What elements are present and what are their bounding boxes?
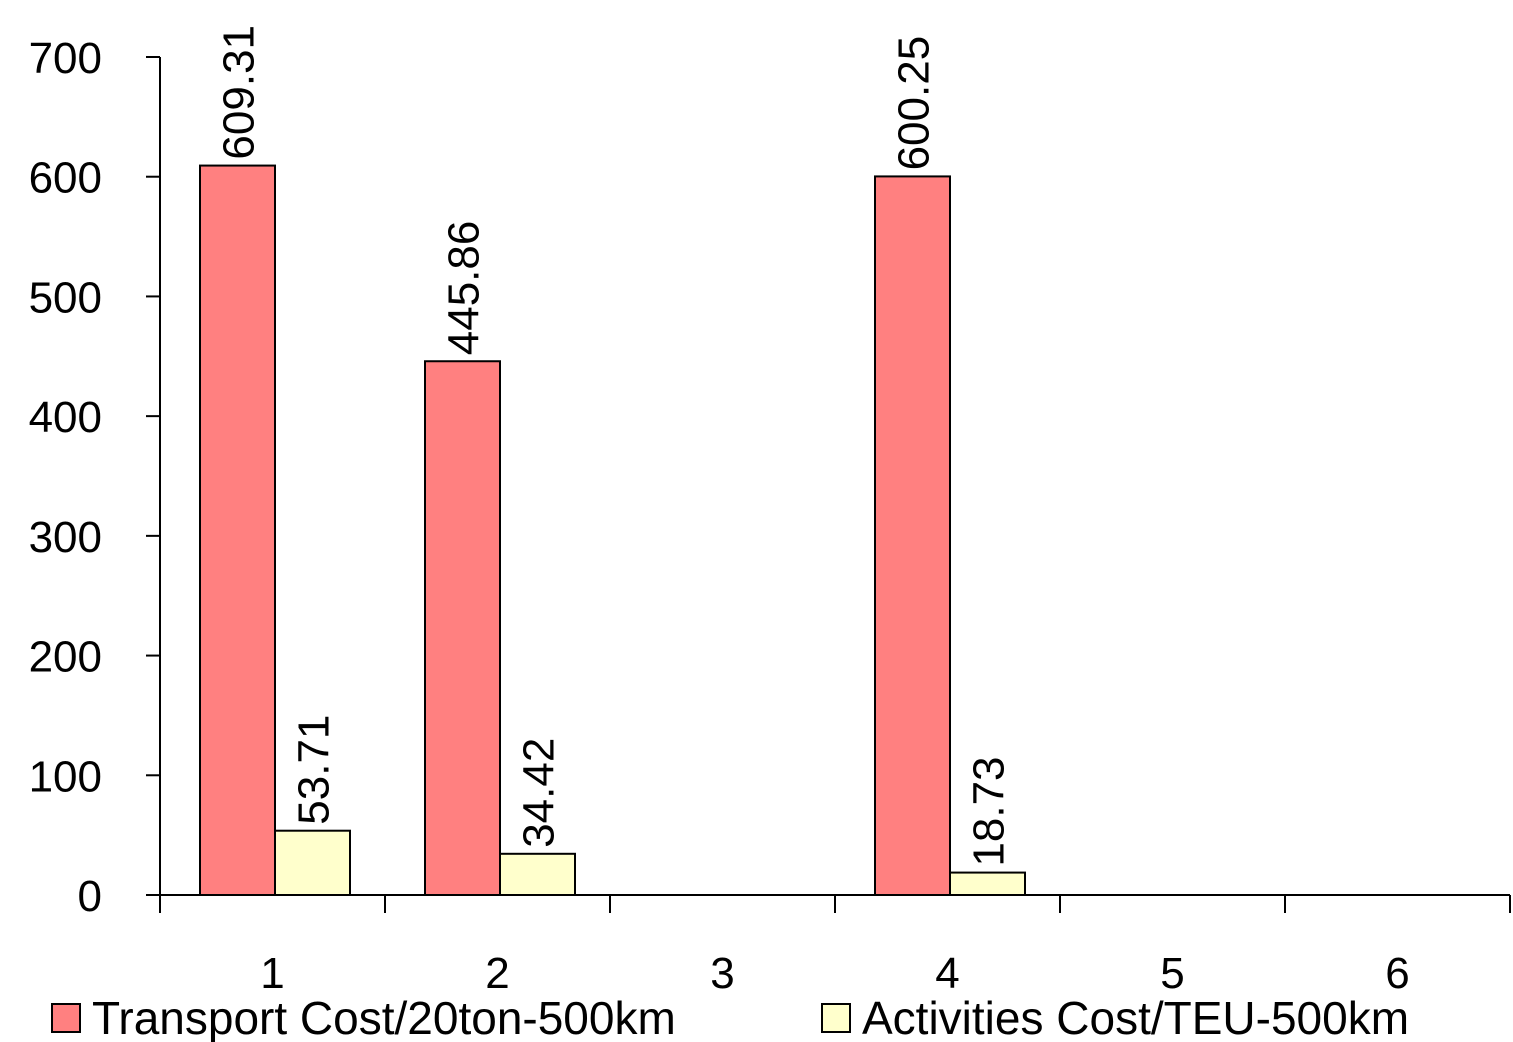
x-tick-label: 5 xyxy=(1160,949,1184,998)
data-labels-group: 609.31 53.71 445.86 34.42 600.25 18.73 xyxy=(215,25,1014,867)
y-tick-label: 0 xyxy=(78,872,102,921)
x-tick-label: 1 xyxy=(260,949,284,998)
bar-series-2-cat-1 xyxy=(274,829,351,897)
legend: Transport Cost/20ton-500km Activities Cos… xyxy=(51,992,1409,1042)
data-label-series-2-cat-4: 18.73 xyxy=(965,756,1014,866)
data-label-series-1-cat-2: 445.86 xyxy=(440,221,489,356)
x-tick-label: 2 xyxy=(485,949,509,998)
x-axis: 1 2 3 4 5 6 xyxy=(159,894,1511,998)
bars-group xyxy=(199,164,1026,897)
x-tick-label: 6 xyxy=(1385,949,1409,998)
y-tick-label: 300 xyxy=(29,513,102,562)
y-tick-label: 700 xyxy=(29,34,102,83)
y-tick-label: 500 xyxy=(29,273,102,322)
y-axis: 0 100 200 300 400 500 600 700 xyxy=(29,34,161,921)
x-tick-label: 4 xyxy=(935,949,959,998)
x-tick-label: 3 xyxy=(710,949,734,998)
bar-series-1-cat-1 xyxy=(199,164,276,896)
data-label-series-1-cat-1: 609.31 xyxy=(215,25,264,160)
legend-label-2: Activities Cost/TEU-500km xyxy=(862,992,1409,1042)
bar-series-1-cat-4 xyxy=(874,175,951,897)
y-tick-label: 600 xyxy=(29,154,102,203)
bar-series-2-cat-4 xyxy=(949,871,1026,896)
legend-swatch-1 xyxy=(51,1003,81,1033)
bar-series-2-cat-2 xyxy=(499,852,576,897)
y-tick-label: 100 xyxy=(29,752,102,801)
data-label-series-2-cat-2: 34.42 xyxy=(515,738,564,848)
legend-label-1: Transport Cost/20ton-500km xyxy=(92,992,676,1042)
data-label-series-2-cat-1: 53.71 xyxy=(290,715,339,825)
y-tick-label: 400 xyxy=(29,393,102,442)
bar-series-1-cat-2 xyxy=(424,360,501,896)
y-tick-label: 200 xyxy=(29,633,102,682)
legend-swatch-2 xyxy=(821,1003,851,1033)
data-label-series-1-cat-4: 600.25 xyxy=(890,36,939,171)
